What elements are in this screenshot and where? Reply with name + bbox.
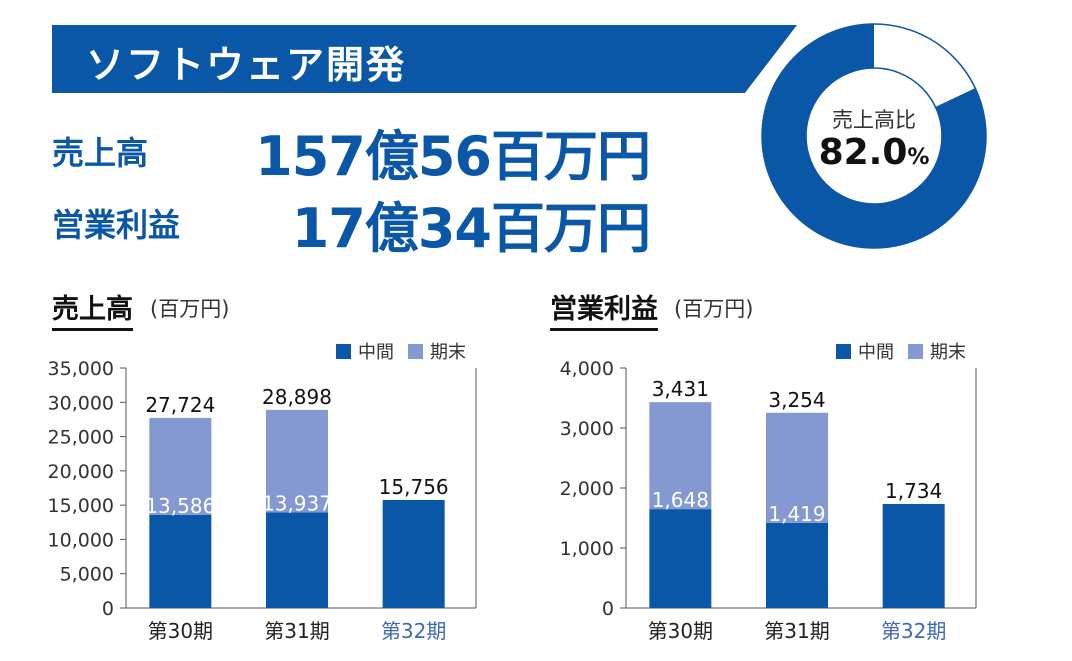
legend-label: 中間 [358,342,394,363]
donut-center [806,68,942,204]
bar-interim-label: 1,419 [768,502,825,526]
bar-interim [382,499,445,608]
section-title: ソフトウェア開発 [86,43,407,87]
x-category-label: 第30期 [648,619,713,643]
bar-interim [266,512,328,608]
bar-total-label: 28,898 [262,385,332,409]
legend-label: 中間 [858,342,894,363]
x-category-label: 第32期 [381,619,446,643]
legend-swatch [908,344,923,359]
chart-sales-unit: (百万円) [150,297,230,321]
section-banner: ソフトウェア開発 [52,25,797,93]
x-category-label: 第31期 [264,619,329,643]
y-tick-label: 3,000 [560,418,614,440]
y-tick-label: 1,000 [560,538,614,560]
bar-interim [149,514,212,608]
bar-yearend [266,409,328,513]
bar-total-label: 27,724 [145,393,215,417]
donut-value-number: 82.0 [818,132,908,173]
y-tick-label: 15,000 [48,495,114,517]
y-tick-label: 4,000 [560,358,614,380]
chart-profit-title: 営業利益 [550,287,658,331]
bar-interim-label: 1,648 [652,488,709,512]
y-tick-label: 30,000 [48,392,114,414]
x-category-label: 第31期 [764,619,829,643]
bar-total-label: 3,254 [768,388,825,412]
y-tick-label: 0 [602,598,614,620]
chart-sales: 0 5,000 10,000 15,000 20,000 25,000 30,000 35,0… [48,342,477,643]
legend-swatch [836,344,851,359]
bar-interim [882,503,945,608]
y-tick-label: 35,000 [48,358,114,380]
chart-sales-title: 売上高 [52,287,133,331]
bar-total-label: 1,734 [885,479,942,503]
bar-interim-label: 13,937 [262,491,332,515]
sales-ratio-donut: 売上高比 82.0% [760,22,988,250]
donut-label: 売上高比 [832,108,916,132]
legend-swatch [408,344,423,359]
bar-yearend [149,417,212,515]
x-category-label: 第32期 [881,619,946,643]
donut-inner-outline [805,67,943,205]
y-tick-label: 5,000 [60,564,114,586]
chart-profit-unit: (百万円) [674,297,754,321]
legend-label: 期末 [430,342,466,363]
y-tick-label: 10,000 [48,529,114,551]
donut-chart [761,23,987,249]
y-tick-label: 20,000 [48,461,114,483]
y-tick-label: 25,000 [48,427,114,449]
bar-total-label: 15,756 [379,475,449,499]
bar-total-label: 3,431 [652,377,709,401]
kpi-profit-value: 17億34百万円 [291,197,651,260]
bar-yearend [766,412,828,523]
bar-interim-label: 13,586 [145,494,215,518]
donut-value: 82.0% [760,132,988,173]
kpi-sales-value: 157億56百万円 [255,125,651,188]
x-category-label: 第30期 [148,619,213,643]
kpi-sales-label: 売上高 [52,134,149,172]
bar-yearend [649,402,712,510]
donut-value-unit: % [907,145,930,170]
y-tick-label: 2,000 [560,478,614,500]
y-tick-label: 0 [102,598,114,620]
bar-interim [649,509,712,608]
donut-arc-share [762,24,986,248]
bar-interim [766,522,828,608]
legend-label: 期末 [930,342,966,363]
chart-profit: 0 1,000 2,000 3,000 4,000 中間 期末 3,431 1,648 第30期 3… [560,342,977,643]
legend-swatch [336,344,351,359]
kpi-profit-label: 営業利益 [52,206,181,244]
